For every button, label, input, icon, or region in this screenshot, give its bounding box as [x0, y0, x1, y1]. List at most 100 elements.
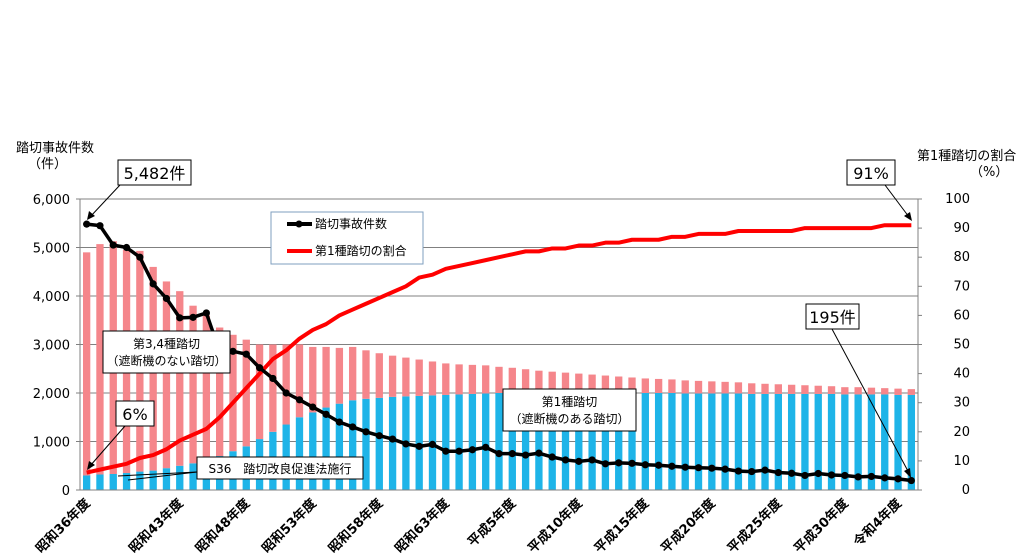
- bar-type1: [561, 393, 570, 490]
- left-axis-title: 踏切事故件数: [16, 141, 94, 156]
- count-point: [894, 475, 902, 483]
- right-tick-label: 20: [953, 425, 970, 440]
- bar-type1: [295, 417, 304, 490]
- bar-type1: [96, 474, 104, 490]
- count-point: [388, 435, 397, 443]
- bar-type1: [748, 393, 756, 490]
- bar-type34: [482, 365, 490, 394]
- count-point: [442, 447, 450, 455]
- bar-type1: [388, 396, 397, 490]
- count-point: [694, 464, 703, 472]
- count-point: [548, 453, 556, 461]
- callout-end-count: 195件: [809, 308, 856, 327]
- bar-type34: [575, 373, 583, 393]
- bar-type34: [841, 387, 849, 395]
- count-point: [83, 220, 91, 228]
- bar-type1: [309, 412, 317, 490]
- bar-type34: [375, 353, 383, 398]
- bar-type34: [255, 344, 264, 440]
- bar-type1: [654, 393, 663, 490]
- bar-type1: [136, 471, 144, 490]
- bar-type1: [734, 393, 743, 490]
- bar-type1: [122, 473, 131, 490]
- bar-type1: [615, 393, 623, 490]
- callout-start-pct-arrow: [89, 425, 126, 467]
- count-point: [176, 314, 184, 322]
- count-point: [721, 465, 729, 473]
- count-point: [402, 440, 410, 448]
- count-point: [309, 403, 317, 411]
- bar-type1: [588, 393, 596, 490]
- bar-type1: [322, 407, 330, 490]
- bar-type34: [335, 347, 344, 404]
- bar-type1: [681, 393, 689, 490]
- count-point: [415, 442, 423, 450]
- bar-type1: [894, 394, 902, 490]
- bar-type34: [654, 378, 663, 393]
- right-axis-unit: （%）: [970, 165, 1008, 180]
- bar-type34: [388, 355, 397, 397]
- right-tick-label: 50: [953, 338, 970, 353]
- right-axis-title: 第1種踏切の割合: [917, 148, 1016, 164]
- count-point: [136, 253, 144, 261]
- legend-box: [270, 211, 424, 265]
- callout-law-box: [196, 456, 364, 480]
- count-point: [335, 418, 343, 426]
- bar-type1: [641, 393, 649, 490]
- callout-start-pct-arrowhead: [87, 461, 95, 470]
- right-tick-label: 70: [953, 279, 970, 294]
- count-point: [428, 440, 437, 449]
- bar-type34: [588, 374, 596, 393]
- x-tick-label: 令和4年度: [850, 495, 905, 550]
- bar-type34: [176, 291, 184, 466]
- callout-start-pct: 6%: [122, 405, 147, 424]
- count-point: [96, 222, 104, 230]
- x-tick-label: 平成15年度: [591, 495, 653, 557]
- count-point: [482, 443, 490, 451]
- bar-type34: [82, 252, 91, 476]
- bar-type34: [322, 346, 330, 408]
- count-point: [814, 469, 822, 478]
- callout-end-pct-arrowhead: [904, 212, 912, 221]
- bar-type1: [495, 393, 503, 490]
- left-tick-label: 4,000: [33, 290, 70, 305]
- callout-start-pct-box: [115, 400, 155, 427]
- bar-type34: [814, 385, 822, 394]
- bar-type1: [601, 393, 610, 490]
- bar-type34: [455, 364, 463, 395]
- x-tick-label: 昭和48年度: [192, 495, 254, 557]
- bar-type34: [881, 388, 889, 395]
- count-point: [468, 446, 476, 454]
- count-point: [761, 466, 769, 474]
- count-point: [681, 463, 689, 471]
- right-tick-label: 0: [962, 483, 970, 498]
- bar-type34: [362, 350, 370, 399]
- callout-type1-line1: 第1種踏切: [542, 395, 598, 409]
- x-tick-label: 昭和58年度: [325, 495, 387, 557]
- left-tick-label: 0: [62, 484, 70, 499]
- count-point: [575, 457, 583, 465]
- count-point: [841, 471, 849, 480]
- bar-type34: [216, 327, 224, 457]
- count-point: [708, 464, 716, 472]
- count-point: [269, 374, 277, 383]
- bar-type1: [82, 475, 91, 490]
- bar-type34: [162, 281, 171, 469]
- x-tick-label: 昭和53年度: [259, 495, 321, 557]
- callout-type1-box: [502, 388, 637, 432]
- bar-type34: [415, 359, 423, 396]
- bar-type34: [548, 371, 556, 393]
- count-point: [535, 449, 543, 457]
- callout-type34-box: [102, 330, 231, 374]
- bar-type1: [721, 393, 729, 490]
- count-point: [122, 243, 131, 252]
- right-tick-label: 10: [953, 454, 970, 469]
- bar-type1: [774, 393, 782, 490]
- bar-type34: [428, 361, 437, 396]
- count-point: [588, 456, 596, 464]
- bar-type34: [242, 339, 250, 447]
- bar-type34: [269, 344, 277, 432]
- bar-type1: [375, 397, 383, 490]
- bar-type34: [721, 381, 729, 394]
- count-point: [601, 460, 610, 468]
